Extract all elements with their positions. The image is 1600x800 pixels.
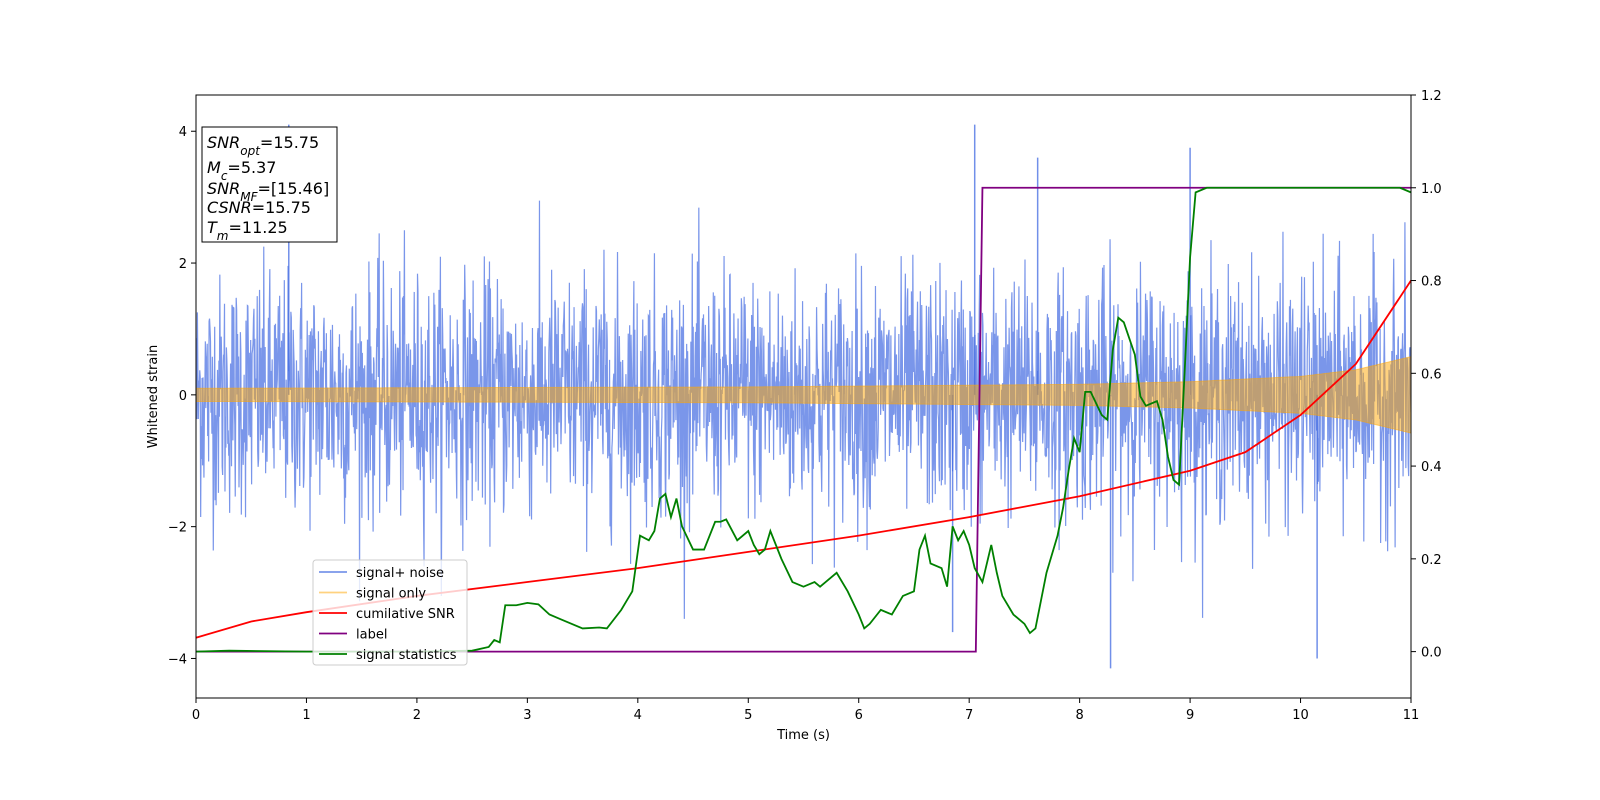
- x-tick-label: 6: [855, 708, 863, 723]
- legend-entry: label: [319, 628, 387, 643]
- y2-tick-label: 0.8: [1421, 275, 1442, 290]
- annotation-box: SNRopt=15.75 Mc=5.37 SNRMF=[15.46] CSNR=…: [201, 126, 338, 243]
- x-tick-label: 9: [1186, 708, 1194, 723]
- legend-entry: signal+ noise: [319, 566, 444, 581]
- x-tick-label: 5: [744, 708, 752, 723]
- y-tick-label: 2: [179, 257, 187, 272]
- legend-label: cumilative SNR: [356, 607, 455, 622]
- legend-entry: signal only: [319, 587, 426, 602]
- series-signal-noise: [196, 200, 1411, 619]
- annotation-box-frame: [201, 126, 338, 243]
- annotation-mc: Mc=5.37: [207, 158, 276, 183]
- legend-label: signal statistics: [356, 648, 457, 663]
- y-tick-label: −4: [168, 652, 187, 667]
- x-axis-label: Time (s): [776, 728, 830, 743]
- y-tick-label: 4: [179, 125, 187, 140]
- legend-label: signal+ noise: [356, 566, 444, 581]
- x-tick-label: 8: [1075, 708, 1083, 723]
- x-tick-label: 0: [192, 708, 200, 723]
- y-tick-label: −2: [168, 521, 187, 536]
- axes: 0 1 2 3 4 5 6 7 8 9 10 11 −4 −2 0 2 4 0.0 0.2 0.4 0.6 0.8 1.0 1…: [168, 89, 1442, 723]
- plot-frame: [195, 94, 1412, 699]
- y-tick-label: 0: [179, 389, 187, 404]
- y2-tick-label: 1.2: [1421, 89, 1442, 104]
- annotation-tm: Tm=11.25: [207, 218, 288, 243]
- series-signal-only: [196, 356, 1411, 434]
- y2-tick-label: 1.0: [1421, 182, 1442, 197]
- y2-tick-label: 0.2: [1421, 553, 1442, 568]
- x-tick-label: 10: [1292, 708, 1309, 723]
- x-tick-label: 3: [523, 708, 531, 723]
- y-axis-label: Whitened strain: [146, 345, 161, 448]
- legend-entry: cumilative SNR: [319, 607, 455, 622]
- y2-tick-label: 0.0: [1421, 646, 1442, 661]
- annotation-snr-opt: SNRopt=15.75: [207, 133, 319, 158]
- legend-label: signal only: [356, 587, 426, 602]
- series-signal-statistics: [196, 186, 1411, 653]
- legend: signal+ noise signal only cumilative SNR la…: [312, 559, 468, 666]
- y2-tick-label: 0.4: [1421, 460, 1442, 475]
- x-tick-label: 4: [634, 708, 642, 723]
- x-tick-label: 7: [965, 708, 973, 723]
- annotation-snr-mf: SNRMF=[15.46]: [207, 179, 329, 204]
- x-tick-label: 2: [413, 708, 421, 723]
- x-tick-label: 11: [1403, 708, 1420, 723]
- legend-entry: signal statistics: [319, 648, 457, 663]
- series-label: [196, 186, 1411, 653]
- y2-tick-label: 0.6: [1421, 367, 1442, 382]
- annotation-csnr: CSNR=15.75: [207, 198, 311, 217]
- x-tick-label: 1: [302, 708, 310, 723]
- legend-frame: [312, 559, 468, 666]
- legend-label: label: [356, 628, 387, 643]
